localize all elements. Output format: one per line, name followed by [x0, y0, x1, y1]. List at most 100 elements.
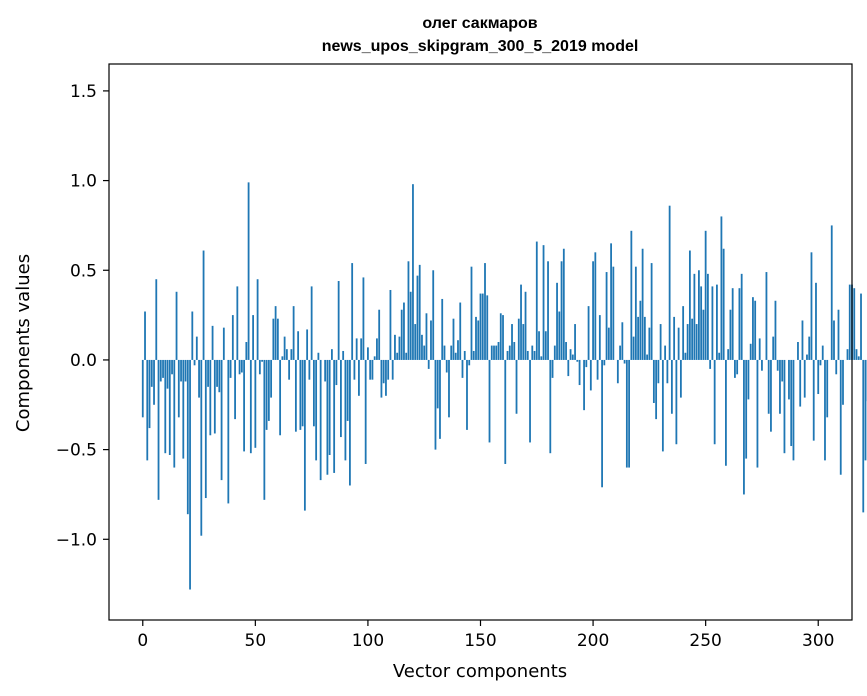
bar: [549, 359, 552, 454]
bar: [382, 359, 385, 384]
bar: [603, 359, 606, 366]
bar: [380, 359, 383, 398]
bar: [450, 345, 453, 360]
bar: [770, 359, 772, 432]
bar: [189, 359, 191, 590]
bar: [688, 250, 691, 360]
bar: [643, 316, 646, 360]
bar: [725, 359, 727, 466]
bar: [373, 356, 376, 360]
bar: [790, 359, 793, 447]
bar: [470, 266, 473, 360]
bar: [209, 359, 212, 436]
bar: [619, 345, 621, 360]
bar: [443, 345, 446, 360]
bar: [596, 359, 599, 380]
bar: [799, 359, 802, 407]
bar: [781, 359, 784, 382]
bar: [720, 216, 723, 360]
y-axis-label: Components values: [13, 254, 34, 432]
bar: [610, 243, 612, 360]
bar: [817, 359, 820, 395]
bar: [565, 342, 567, 360]
bar: [369, 359, 372, 380]
bar: [340, 359, 342, 438]
bar: [477, 320, 480, 360]
bar: [254, 359, 257, 448]
bar: [243, 359, 245, 452]
bar: [416, 275, 419, 360]
bar: [540, 356, 543, 360]
bar: [544, 331, 547, 360]
bar: [204, 359, 207, 499]
bar: [607, 327, 610, 360]
bar: [486, 295, 489, 360]
bar: [198, 359, 200, 398]
bar: [574, 324, 576, 360]
bar: [155, 279, 158, 360]
bar: [646, 354, 649, 360]
bar: [848, 284, 851, 360]
bar: [538, 331, 540, 360]
bar: [333, 359, 336, 473]
bar: [515, 359, 518, 414]
bar: [621, 322, 624, 360]
bar: [421, 334, 423, 360]
bar: [439, 359, 441, 439]
bar: [376, 338, 378, 360]
bar: [400, 309, 403, 360]
bar: [265, 359, 268, 430]
bar: [144, 311, 146, 360]
bar: [216, 359, 218, 387]
bar: [830, 225, 833, 360]
x-tick-label: 100: [352, 631, 384, 651]
bar: [488, 359, 491, 443]
bar: [441, 298, 444, 360]
bar: [335, 359, 338, 386]
bar: [349, 359, 351, 486]
bar: [499, 313, 502, 360]
bar: [860, 293, 862, 360]
bar: [598, 315, 601, 360]
bar: [497, 342, 500, 360]
bar: [797, 342, 799, 360]
bar: [855, 349, 858, 360]
bar: [175, 291, 178, 360]
bar: [418, 264, 421, 360]
bar: [842, 359, 844, 405]
bar: [718, 352, 721, 360]
bar: [292, 306, 295, 360]
bar: [594, 252, 597, 360]
bar: [481, 293, 484, 360]
bar: [180, 359, 182, 382]
bar: [367, 347, 369, 360]
bar: [294, 359, 297, 432]
bar: [261, 359, 263, 362]
bar: [551, 359, 554, 378]
bar: [556, 282, 558, 360]
bar: [508, 345, 511, 360]
bar: [531, 345, 534, 360]
bar: [303, 359, 306, 511]
bar: [200, 359, 203, 536]
bar: [274, 306, 277, 360]
bar: [166, 359, 169, 389]
bar: [542, 245, 545, 360]
x-tick-label: 50: [245, 631, 267, 651]
bar: [186, 359, 189, 515]
bar: [727, 349, 730, 360]
bar: [229, 359, 232, 378]
bar: [414, 324, 417, 360]
bar: [803, 359, 806, 398]
bar: [520, 284, 522, 360]
bar: [227, 359, 230, 504]
bar: [637, 316, 640, 360]
bar: [484, 263, 486, 360]
bar: [664, 345, 667, 360]
bar: [360, 338, 363, 360]
bar: [511, 324, 513, 360]
bar: [747, 359, 750, 400]
bar: [526, 350, 529, 360]
y-axis-ticks: −1.0 −0.5 0.0 0.5 1.0 1.5: [56, 82, 109, 550]
bar: [812, 359, 815, 441]
